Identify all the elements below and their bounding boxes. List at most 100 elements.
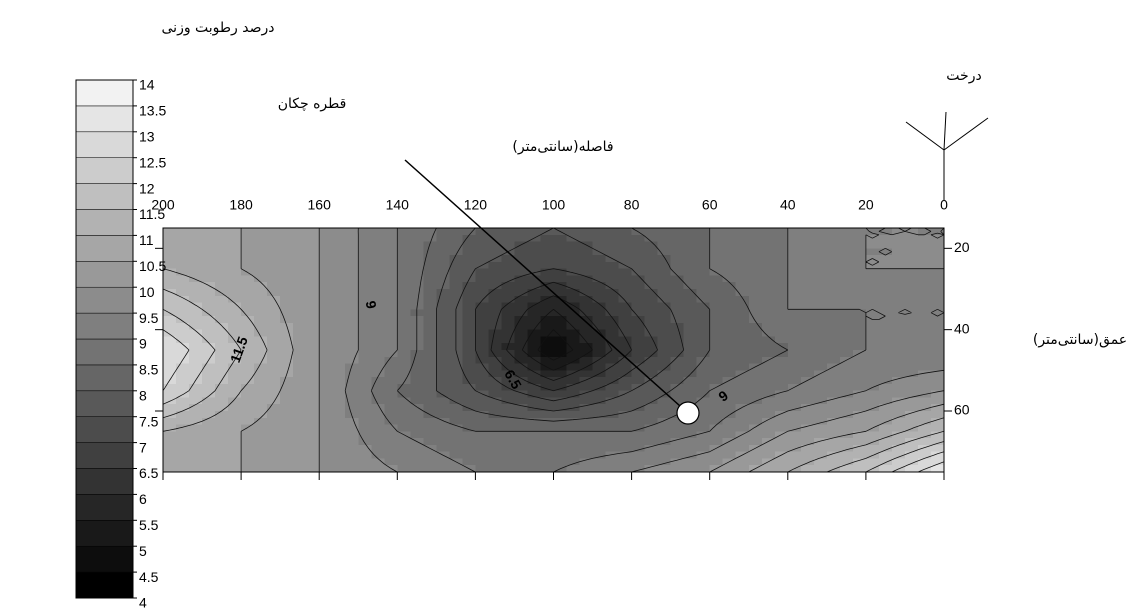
contour-cell <box>397 261 411 270</box>
contour-cell <box>761 424 776 432</box>
contour-cell <box>774 241 789 249</box>
contour-cell <box>891 377 906 385</box>
contour-cell <box>696 336 711 344</box>
contour-cell <box>527 438 541 446</box>
contour-cell <box>189 363 203 371</box>
contour-cell <box>215 248 229 256</box>
contour-cell <box>683 377 698 385</box>
colorbar-band <box>75 105 134 133</box>
contour-cell <box>202 275 216 283</box>
contour-cell <box>826 377 841 385</box>
contour-cell <box>540 350 554 358</box>
contour-cell <box>540 397 554 405</box>
contour-cell <box>839 268 854 276</box>
contour-cell <box>826 390 841 398</box>
contour-cell <box>930 404 945 412</box>
contour-cell <box>787 329 802 337</box>
contour-cell <box>605 404 620 412</box>
contour-cell <box>215 465 229 473</box>
contour-cell <box>215 383 229 392</box>
contour-cell <box>462 404 476 412</box>
colorbar-label: 6.5 <box>139 465 159 481</box>
contour-cell <box>241 329 255 337</box>
contour-cell <box>462 295 476 304</box>
x-tick-label: 40 <box>780 197 796 213</box>
contour-cell <box>462 302 476 310</box>
contour-cell <box>345 356 359 365</box>
contour-cell <box>670 309 685 317</box>
tree-branch <box>905 121 945 151</box>
contour-cell <box>553 261 568 270</box>
contour-cell <box>319 438 333 446</box>
contour-cell <box>358 458 372 466</box>
contour-cell <box>592 431 607 439</box>
contour-cell <box>397 465 411 473</box>
contour-cell <box>319 261 333 270</box>
contour-cell <box>930 377 945 385</box>
contour-cell <box>891 363 906 371</box>
contour-cell <box>865 458 880 466</box>
contour-cell <box>839 438 854 446</box>
contour-cell <box>280 261 294 270</box>
colorbar-band <box>75 442 134 469</box>
contour-cell <box>514 397 528 405</box>
contour-cell <box>735 465 750 473</box>
contour-cell <box>748 268 763 276</box>
contour-cell <box>384 377 398 385</box>
contour-cell <box>696 255 711 263</box>
contour-cell <box>917 302 932 310</box>
contour-cell <box>930 431 945 439</box>
contour-cell <box>514 336 528 344</box>
contour-cell <box>189 275 203 283</box>
contour-cell <box>800 404 815 412</box>
contour-cell <box>241 411 255 419</box>
colorbar-label: 12 <box>139 180 155 196</box>
contour-cell <box>410 363 424 371</box>
contour-cell <box>319 336 333 344</box>
contour-cell <box>501 465 515 473</box>
contour-cell <box>267 363 281 371</box>
contour-cell <box>579 438 594 446</box>
contour-cell <box>436 444 450 453</box>
contour-cell <box>774 322 789 331</box>
contour-cell <box>605 370 620 378</box>
contour-cell <box>202 465 216 473</box>
contour-cell <box>189 370 203 378</box>
contour-cell <box>696 383 711 392</box>
contour-cell <box>696 390 711 398</box>
contour-cell <box>930 370 945 378</box>
contour-cell <box>696 289 711 297</box>
contour-cell <box>878 424 893 432</box>
contour-cell <box>891 316 906 324</box>
contour-cell <box>553 275 568 283</box>
contour-cell <box>540 411 554 419</box>
contour-cell <box>306 350 320 358</box>
contour-cell <box>865 336 880 344</box>
contour-cell <box>345 431 359 439</box>
contour-cell <box>514 329 528 337</box>
contour-cell <box>423 255 437 263</box>
contour-cell <box>293 350 307 358</box>
contour-cell <box>553 241 568 249</box>
contour-cell <box>800 356 815 365</box>
contour-cell <box>891 322 906 331</box>
contour-cell <box>215 424 229 432</box>
emitter-label: قطره چکان <box>278 96 347 112</box>
contour-cell <box>839 458 854 466</box>
contour-cell <box>722 268 737 276</box>
contour-cell <box>501 431 515 439</box>
contour-cell <box>592 322 607 331</box>
contour-cell <box>618 370 633 378</box>
contour-cell <box>267 316 281 324</box>
contour-cell <box>618 404 633 412</box>
contour-cell <box>527 444 541 453</box>
contour-cell <box>553 282 568 290</box>
contour-cell <box>215 451 229 459</box>
contour-cell <box>930 329 945 337</box>
contour-cell <box>215 356 229 365</box>
contour-cell <box>592 343 607 351</box>
contour-cell <box>176 411 190 419</box>
contour-cell <box>826 424 841 432</box>
contour-cell <box>319 295 333 304</box>
